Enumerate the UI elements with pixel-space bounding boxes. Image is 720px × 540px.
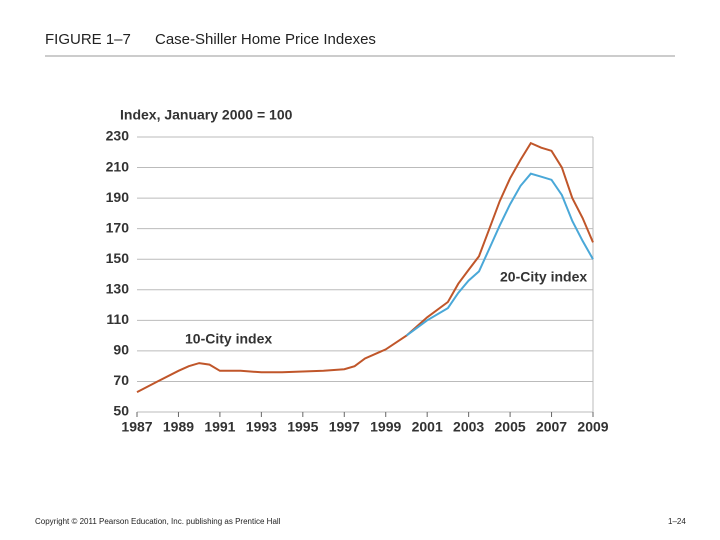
series-label: 20-City index	[500, 269, 587, 285]
figure-label: FIGURE 1–7	[45, 31, 131, 48]
x-tick-label: 1987	[121, 419, 152, 435]
y-tick-label: 50	[113, 403, 129, 419]
x-tick-label: 1991	[204, 419, 235, 435]
series-label: 10-City index	[185, 331, 272, 347]
y-tick-label: 170	[106, 219, 130, 235]
x-tick-label: 1995	[287, 419, 318, 435]
y-tick-label: 90	[113, 342, 129, 358]
x-tick-label: 2009	[577, 419, 608, 435]
page-number: 1–24	[668, 517, 686, 526]
x-tick-label: 2007	[536, 419, 567, 435]
series-line	[405, 172, 594, 337]
y-tick-label: 190	[106, 189, 130, 205]
x-tick-label: 2005	[495, 419, 526, 435]
footer: Copyright © 2011 Pearson Education, Inc.…	[35, 517, 281, 526]
y-tick-label: 130	[106, 280, 130, 296]
x-tick-label: 1997	[329, 419, 360, 435]
y-tick-label: 70	[113, 372, 129, 388]
x-tick-label: 1993	[246, 419, 277, 435]
y-tick-label: 150	[106, 250, 130, 266]
x-tick-label: 1999	[370, 419, 401, 435]
x-tick-label: 2001	[412, 419, 443, 435]
x-tick-label: 1989	[163, 419, 194, 435]
y-tick-label: 110	[106, 311, 129, 327]
x-tick-label: 2003	[453, 419, 484, 435]
y-axis-label: Index, January 2000 = 100	[120, 107, 293, 123]
y-tick-label: 210	[106, 158, 130, 174]
y-tick-label: 230	[106, 128, 130, 144]
chart-title: Case-Shiller Home Price Indexes	[155, 31, 376, 48]
